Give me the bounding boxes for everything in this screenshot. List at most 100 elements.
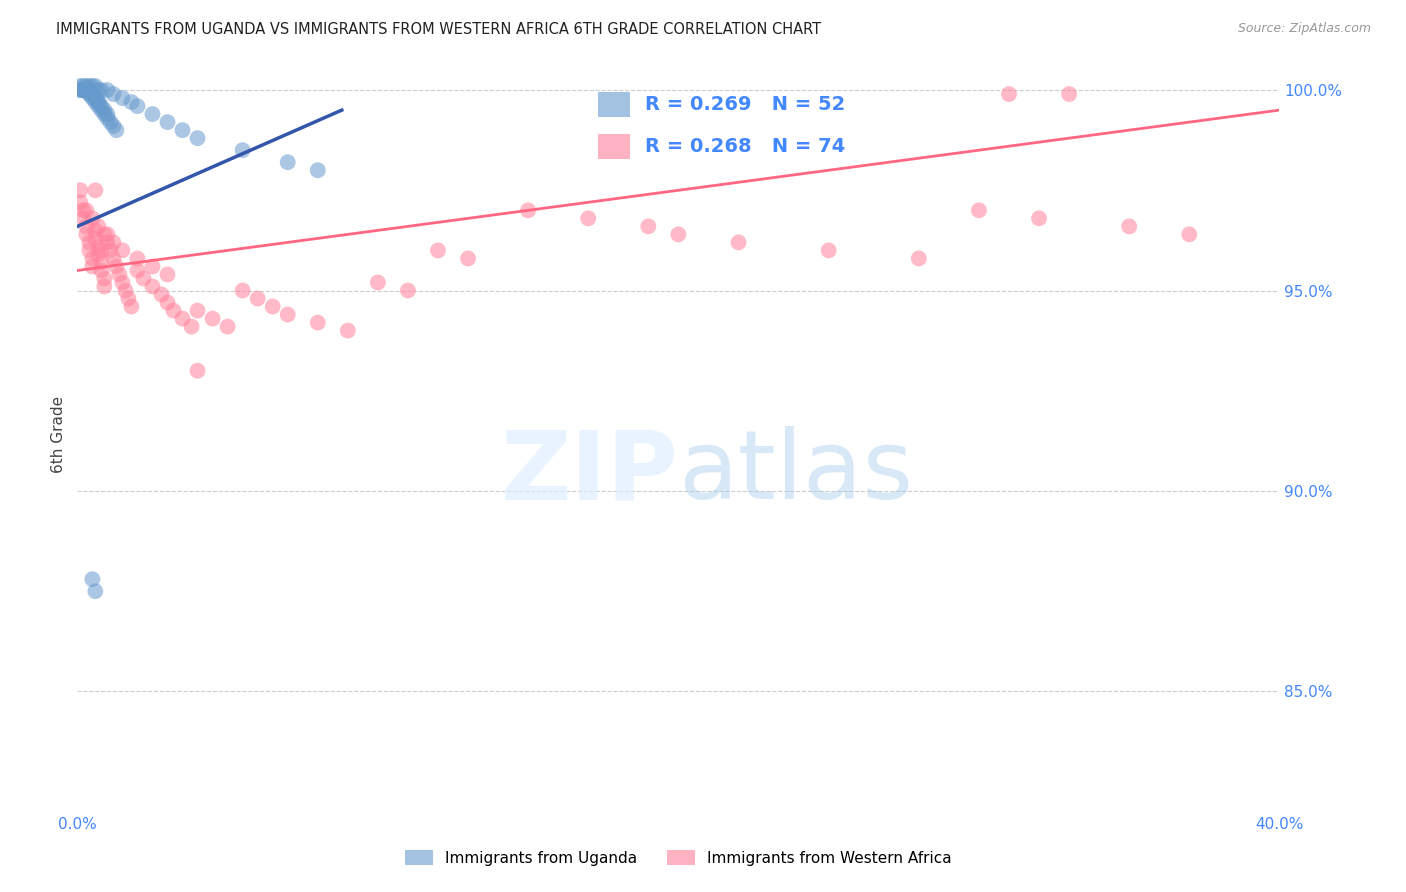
Point — [84, 231, 107, 245]
Point — [72, 211, 94, 226]
Point — [103, 119, 125, 133]
Point — [100, 244, 122, 258]
Point — [127, 252, 149, 266]
Point — [82, 211, 104, 226]
Point — [90, 244, 112, 258]
Point — [457, 252, 479, 266]
Point — [908, 252, 931, 266]
Point — [217, 319, 239, 334]
Point — [87, 247, 110, 261]
Point — [103, 252, 125, 266]
Point — [79, 83, 101, 97]
Point — [367, 276, 389, 290]
Point — [75, 78, 97, 93]
Point — [84, 183, 107, 197]
Point — [172, 311, 194, 326]
Point — [93, 227, 115, 242]
Point — [79, 235, 101, 250]
Point — [75, 83, 97, 97]
Point — [82, 572, 104, 586]
Point — [100, 115, 122, 129]
Point — [87, 95, 110, 109]
Point — [84, 78, 107, 93]
Text: R = 0.269   N = 52: R = 0.269 N = 52 — [645, 95, 845, 114]
Point — [1028, 211, 1050, 226]
Point — [111, 91, 134, 105]
Point — [69, 78, 91, 93]
Point — [82, 78, 104, 93]
Point — [93, 107, 115, 121]
Point — [75, 219, 97, 234]
Point — [82, 260, 104, 274]
Point — [87, 99, 110, 113]
Point — [75, 83, 97, 97]
Point — [108, 268, 131, 282]
Point — [90, 255, 112, 269]
Point — [96, 235, 118, 250]
Point — [96, 227, 118, 242]
Point — [120, 95, 142, 109]
Point — [187, 303, 209, 318]
Point — [103, 235, 125, 250]
Point — [517, 203, 540, 218]
Point — [87, 219, 110, 234]
Text: R = 0.268   N = 74: R = 0.268 N = 74 — [645, 137, 845, 156]
Point — [87, 239, 110, 253]
Point — [396, 284, 419, 298]
Point — [105, 260, 128, 274]
Point — [127, 263, 149, 277]
Point — [111, 244, 134, 258]
Point — [150, 287, 173, 301]
Point — [90, 83, 112, 97]
Point — [84, 95, 107, 109]
Point — [72, 83, 94, 97]
Point — [69, 83, 91, 97]
Point — [637, 219, 659, 234]
Point — [132, 271, 155, 285]
Point — [69, 83, 91, 97]
Point — [262, 300, 284, 314]
Point — [1178, 227, 1201, 242]
Point — [87, 83, 110, 97]
Point — [90, 263, 112, 277]
Bar — [598, 92, 630, 117]
Point — [72, 83, 94, 97]
Point — [307, 316, 329, 330]
Point — [93, 271, 115, 285]
Point — [727, 235, 749, 250]
Point — [79, 83, 101, 97]
Point — [79, 87, 101, 101]
Point — [84, 91, 107, 105]
Point — [156, 268, 179, 282]
Point — [105, 123, 128, 137]
Point — [277, 155, 299, 169]
Point — [69, 183, 91, 197]
Point — [82, 87, 104, 101]
Point — [84, 91, 107, 105]
Point — [246, 292, 269, 306]
Point — [201, 311, 224, 326]
Point — [156, 295, 179, 310]
Text: Source: ZipAtlas.com: Source: ZipAtlas.com — [1237, 22, 1371, 36]
Point — [79, 87, 101, 101]
Point — [427, 244, 450, 258]
Point — [111, 276, 134, 290]
Point — [277, 308, 299, 322]
Point — [141, 107, 163, 121]
Point — [187, 131, 209, 145]
Point — [96, 107, 118, 121]
Point — [82, 252, 104, 266]
Point — [82, 91, 104, 105]
Point — [141, 260, 163, 274]
Point — [114, 284, 136, 298]
Point — [998, 87, 1021, 101]
Point — [79, 244, 101, 258]
Point — [1057, 87, 1080, 101]
Point — [120, 300, 142, 314]
Point — [82, 87, 104, 101]
Point — [576, 211, 599, 226]
Point — [232, 143, 254, 157]
Point — [84, 584, 107, 599]
Point — [90, 103, 112, 117]
Point — [232, 284, 254, 298]
